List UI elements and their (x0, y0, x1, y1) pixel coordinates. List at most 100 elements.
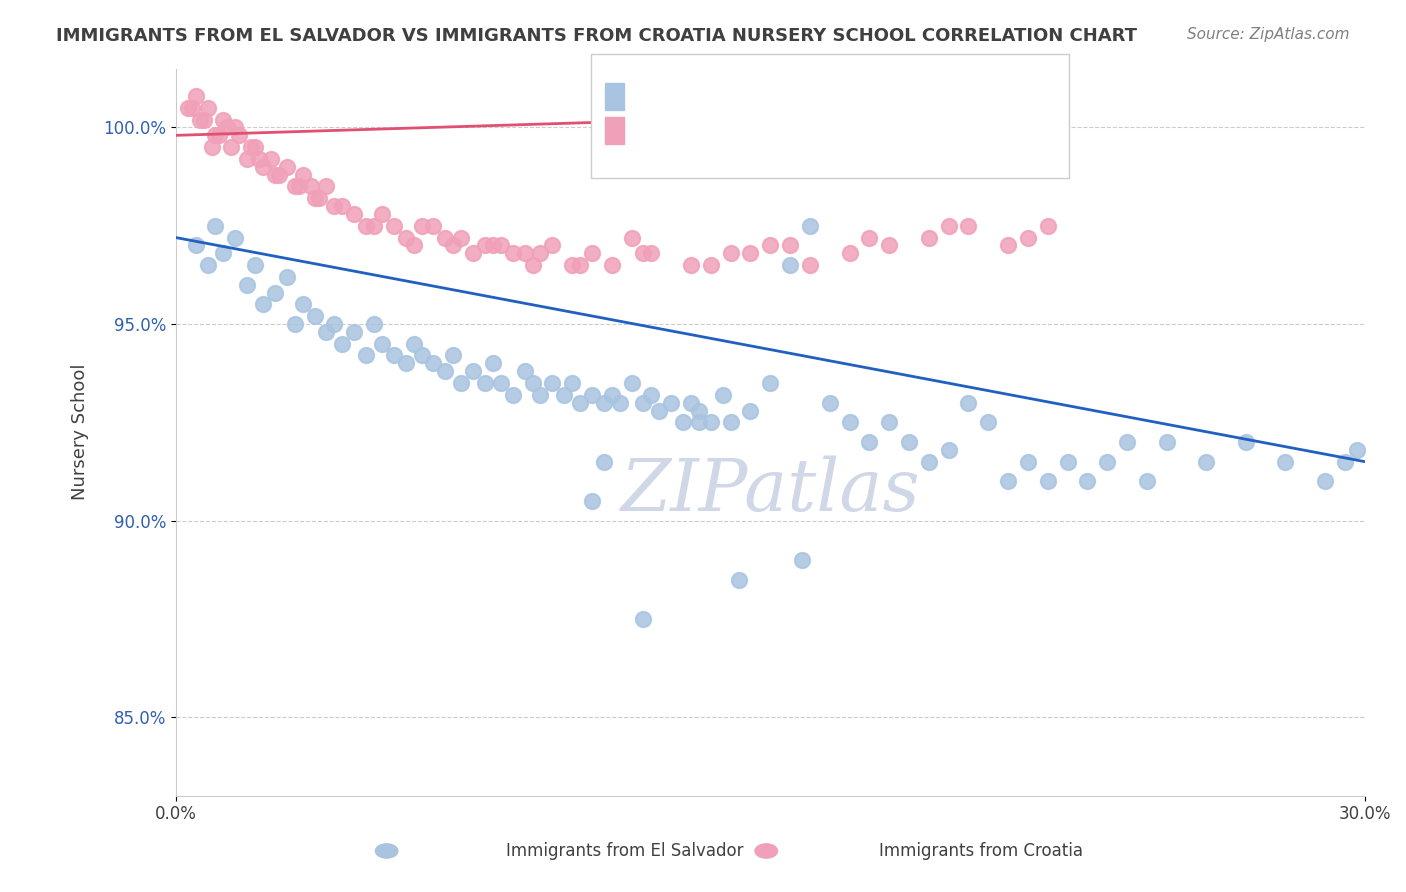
Point (450, 376, 472, 390)
Text: N = 89: N = 89 (823, 87, 890, 105)
Point (260, 152, 283, 166)
Point (633, 395, 655, 409)
Point (1017, 455, 1039, 469)
Text: 0.328: 0.328 (689, 120, 747, 138)
Point (938, 219, 960, 233)
Point (247, 152, 270, 166)
Point (720, 246, 742, 260)
Point (600, 388, 623, 402)
Point (620, 376, 643, 390)
Point (700, 415, 723, 429)
Point (284, 179, 307, 194)
Point (315, 325, 337, 339)
Point (818, 395, 841, 409)
Point (541, 376, 564, 390)
Point (502, 246, 524, 260)
Point (740, 246, 762, 260)
Point (482, 356, 505, 370)
Point (711, 388, 734, 402)
Point (240, 140, 263, 154)
Text: R =: R = (630, 87, 669, 105)
Point (529, 388, 551, 402)
Point (180, 101, 202, 115)
Point (1116, 434, 1139, 449)
Point (997, 475, 1019, 489)
Point (1136, 475, 1159, 489)
Point (343, 207, 366, 221)
Point (541, 238, 564, 252)
Point (727, 573, 749, 587)
Point (1346, 442, 1368, 457)
Point (561, 376, 583, 390)
Text: Immigrants from El Salvador: Immigrants from El Salvador (506, 842, 744, 860)
Point (474, 376, 496, 390)
Point (461, 364, 484, 378)
Point (422, 356, 444, 370)
Point (648, 403, 671, 417)
Point (720, 415, 742, 429)
Point (461, 246, 484, 260)
Point (838, 246, 860, 260)
Point (679, 395, 702, 409)
Point (502, 388, 524, 402)
Point (997, 238, 1019, 252)
Point (838, 415, 860, 429)
Point (402, 336, 425, 351)
Point (276, 269, 298, 284)
Point (513, 364, 536, 378)
Point (411, 219, 433, 233)
Point (918, 455, 941, 469)
Point (224, 230, 246, 244)
Point (204, 128, 226, 143)
Point (679, 258, 702, 272)
Point (354, 219, 377, 233)
Point (287, 179, 309, 194)
Point (522, 376, 544, 390)
Text: N = 76: N = 76 (823, 120, 890, 138)
Point (197, 258, 219, 272)
Point (688, 415, 710, 429)
Point (877, 238, 900, 252)
Point (221, 140, 243, 154)
Point (411, 349, 433, 363)
Point (482, 238, 505, 252)
Point (371, 336, 394, 351)
Point (217, 120, 239, 135)
Point (877, 415, 900, 429)
Point (354, 349, 377, 363)
Point (276, 160, 298, 174)
Point (450, 230, 472, 244)
Point (592, 395, 614, 409)
Point (1056, 455, 1078, 469)
Text: R =: R = (630, 120, 675, 138)
Point (243, 140, 266, 154)
Point (236, 152, 259, 166)
Point (441, 238, 464, 252)
Point (284, 317, 307, 331)
Point (264, 285, 287, 300)
Point (600, 258, 623, 272)
Point (620, 230, 643, 244)
Point (204, 219, 226, 233)
Point (858, 230, 880, 244)
Point (1095, 455, 1118, 469)
Point (291, 168, 314, 182)
Point (315, 179, 337, 194)
Point (759, 238, 782, 252)
Point (529, 246, 551, 260)
Point (395, 356, 418, 370)
Point (323, 317, 346, 331)
Point (1076, 475, 1098, 489)
Point (1036, 219, 1059, 233)
Point (304, 191, 326, 205)
Point (228, 128, 250, 143)
Point (957, 219, 980, 233)
Point (581, 246, 603, 260)
Point (264, 168, 287, 182)
Point (1017, 230, 1039, 244)
Text: -0.533: -0.533 (689, 87, 754, 105)
Point (208, 128, 231, 143)
Point (581, 388, 603, 402)
Point (858, 434, 880, 449)
Point (197, 101, 219, 115)
